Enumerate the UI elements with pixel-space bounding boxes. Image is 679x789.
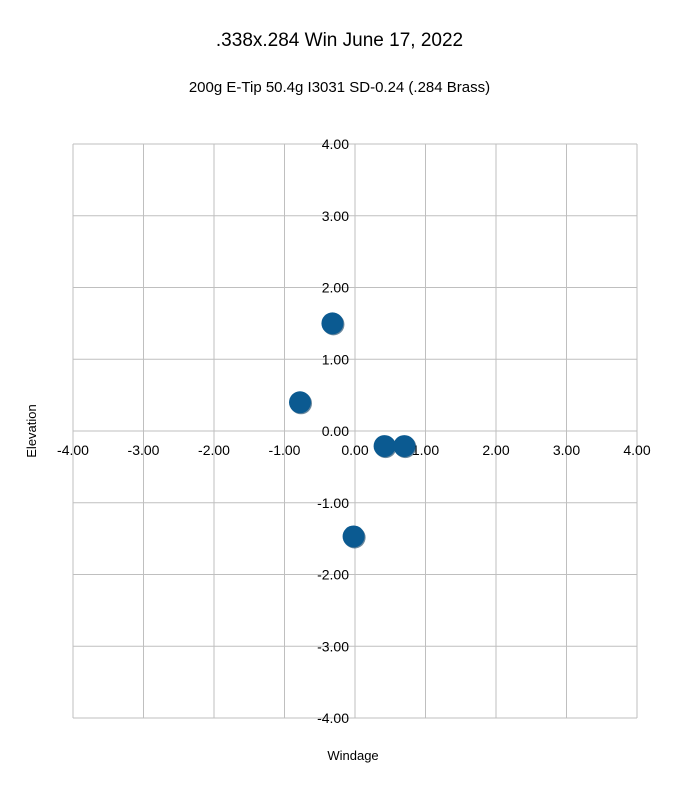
x-tick-label: 2.00 [482, 442, 509, 458]
y-tick-label: -4.00 [317, 710, 349, 726]
y-tick-labels: 4.00 3.00 2.00 1.00 0.00 -1.00 -2.00 -3.00 -4.00 [317, 136, 349, 726]
y-tick-label: 3.00 [322, 208, 349, 224]
x-tick-label: 4.00 [623, 442, 650, 458]
y-tick-label: -1.00 [317, 495, 349, 511]
data-point [321, 312, 344, 335]
chart-subtitle: 200g E-Tip 50.4g I3031 SD-0.24 (.284 Bra… [188, 79, 491, 96]
y-axis-label: Elevation [24, 404, 39, 457]
data-point [289, 391, 312, 414]
data-points [289, 312, 417, 549]
x-tick-label: -1.00 [269, 442, 301, 458]
x-tick-label: -3.00 [128, 442, 160, 458]
x-tick-label: 3.00 [553, 442, 580, 458]
x-tick-label: 0.00 [341, 442, 368, 458]
y-tick-label: -3.00 [317, 638, 349, 654]
y-tick-label: 4.00 [322, 136, 349, 152]
x-tick-label: -4.00 [57, 442, 89, 458]
grid-lines [72, 143, 638, 719]
data-point [393, 435, 416, 458]
y-tick-label: -2.00 [317, 567, 349, 583]
data-point [373, 435, 396, 458]
y-tick-label: 2.00 [322, 280, 349, 296]
x-tick-label: -2.00 [198, 442, 230, 458]
y-tick-label: 0.00 [322, 423, 349, 439]
x-tick-labels: -4.00 -3.00 -2.00 -1.00 0.00 1.00 2.00 3.00 4.00 [57, 442, 651, 458]
data-point [342, 525, 365, 548]
x-axis-label: Windage [327, 748, 378, 763]
x-tick-label: 1.00 [412, 442, 439, 458]
chart-title: .338x.284 Win June 17, 2022 [215, 30, 464, 51]
y-tick-label: 1.00 [322, 351, 349, 367]
